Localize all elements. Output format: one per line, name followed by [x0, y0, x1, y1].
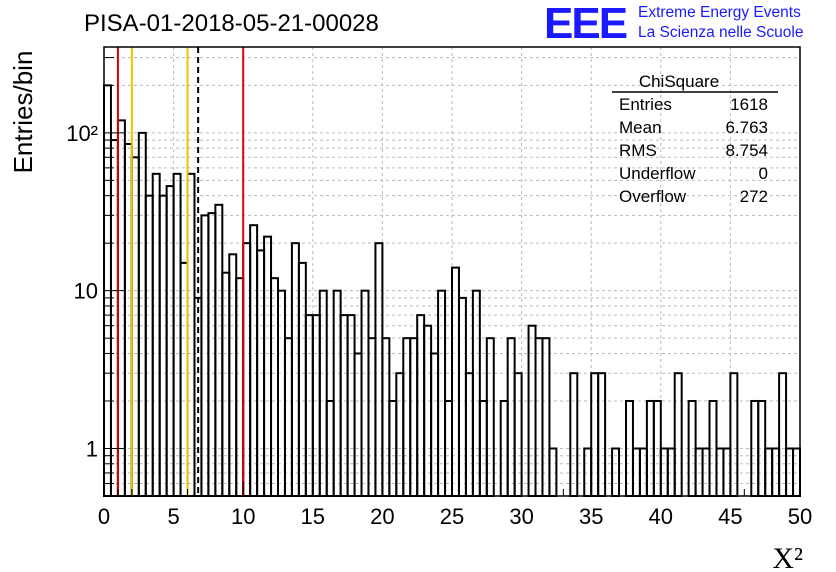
histogram-bin: [158, 194, 168, 498]
histogram-bin: [597, 372, 607, 498]
histogram-bin: [506, 337, 516, 497]
x-axis-label: X²: [772, 542, 803, 572]
histogram-bin: [144, 194, 154, 498]
histogram-bin: [263, 235, 273, 497]
histogram-bin: [513, 372, 523, 498]
stats-label: Overflow: [619, 187, 687, 206]
x-tick-label: 25: [440, 504, 464, 529]
histogram-bin: [590, 372, 600, 498]
histogram-bin: [534, 337, 544, 497]
histogram-bin: [451, 266, 460, 498]
x-tick-label: 50: [788, 504, 812, 529]
x-tick-label: 30: [509, 504, 533, 529]
histogram-bin: [339, 314, 349, 498]
histogram-bin: [437, 289, 447, 497]
stats-box: ChiSquare Entries 1618 Mean 6.763 RMS 8.…: [612, 72, 778, 206]
histogram-bin: [409, 337, 419, 497]
histogram-bin: [541, 337, 551, 497]
histogram-bin: [423, 324, 433, 497]
histogram-bin: [430, 352, 440, 497]
y-tick-labels: 1 10 10²: [66, 121, 98, 462]
histogram-bin: [290, 242, 300, 497]
histogram-bin: [374, 242, 384, 497]
histogram-bin: [569, 372, 579, 498]
histogram-bin: [367, 337, 377, 497]
stats-label: Entries: [619, 95, 672, 114]
stats-value: 0: [759, 164, 768, 183]
histogram-bin: [416, 314, 426, 498]
stats-label: RMS: [619, 141, 657, 160]
eee-logo: EEE: [544, 0, 628, 48]
histogram-bin: [353, 352, 363, 497]
stats-label: Mean: [619, 118, 662, 137]
y-tick-label: 10²: [66, 121, 98, 146]
x-tick-label: 0: [98, 504, 110, 529]
histogram-bin: [123, 143, 133, 497]
histogram-bin: [304, 314, 314, 498]
histogram-bin: [471, 289, 481, 497]
histogram-bin: [729, 372, 739, 498]
x-tick-labels: 0 5 10 15 20 25 30 35 40 45 50: [98, 504, 812, 529]
x-tick-label: 45: [718, 504, 742, 529]
histogram-bin: [485, 337, 495, 497]
histogram-bin: [207, 212, 217, 497]
x-tick-label: 40: [649, 504, 673, 529]
y-tick-label: 1: [86, 436, 98, 461]
histogram-bin: [151, 172, 161, 497]
histogram-bin: [283, 337, 293, 497]
histogram-bin: [778, 372, 788, 498]
histogram-bin: [318, 289, 328, 497]
histogram-bin: [402, 337, 412, 497]
histogram-bin: [116, 119, 126, 498]
x-tick-label: 5: [167, 504, 179, 529]
histogram-bin: [457, 296, 467, 498]
stats-label: Underflow: [619, 164, 696, 183]
histogram-bin: [109, 139, 119, 497]
x-tick-label: 15: [301, 504, 325, 529]
histogram-bin: [277, 289, 286, 497]
x-tick-label: 20: [370, 504, 394, 529]
y-axis-label: Entries/bin: [8, 51, 38, 174]
histogram-bin: [395, 372, 405, 498]
histogram: [103, 84, 801, 498]
histogram-bin: [137, 131, 147, 497]
histogram-bin: [214, 203, 224, 497]
histogram-bin: [186, 172, 196, 497]
histogram-bin: [200, 214, 210, 497]
logo-line-2: La Scienza nelle Scuole: [638, 24, 804, 41]
histogram-bin: [360, 289, 370, 497]
x-tick-label: 10: [231, 504, 255, 529]
x-tick-label: 35: [579, 504, 603, 529]
histogram-bin: [311, 314, 321, 498]
histogram-bin: [673, 372, 683, 498]
stats-value: 8.754: [725, 141, 768, 160]
histogram-bin: [527, 324, 537, 497]
stats-title: ChiSquare: [639, 72, 719, 91]
y-tick-label: 10: [74, 279, 98, 304]
histogram-bin: [172, 172, 182, 497]
reference-lines: [116, 47, 245, 496]
histogram-bin: [332, 289, 342, 497]
stats-value: 1618: [730, 95, 768, 114]
histogram-bin: [346, 314, 356, 498]
histogram-bin: [130, 156, 140, 497]
chart-title: PISA-01-2018-05-21-00028: [84, 10, 379, 37]
stats-value: 272: [740, 187, 768, 206]
axis-ticks: [103, 57, 801, 496]
histogram-bin: [381, 337, 391, 497]
histogram-bin: [242, 242, 252, 497]
logo-line-1: Extreme Energy Events: [638, 4, 801, 21]
histogram-bin: [464, 372, 474, 498]
histogram-bin: [165, 185, 175, 497]
stats-value: 6.763: [725, 118, 768, 137]
